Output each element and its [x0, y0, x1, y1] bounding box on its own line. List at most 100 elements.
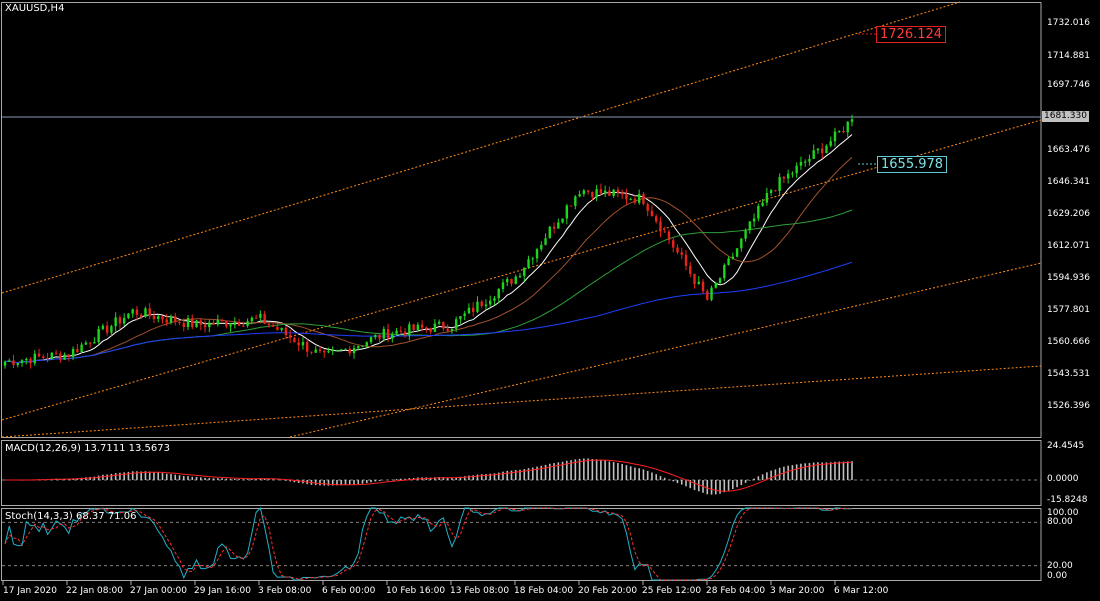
candle-body [16, 363, 19, 366]
candle-body [105, 325, 109, 333]
candle-body [765, 193, 769, 203]
candle-body [327, 351, 330, 353]
candle-body [850, 119, 854, 122]
macd-tick: 24.4545 [1047, 441, 1085, 451]
macd-pane [5, 458, 853, 495]
candle-body [152, 315, 156, 319]
candle-body [195, 320, 198, 327]
candle-body [301, 342, 305, 346]
candle-body [706, 291, 709, 300]
candle-body [625, 194, 628, 200]
stoch-tick: 80.00 [1047, 517, 1073, 527]
ma-21-line [4, 156, 853, 364]
candle-body [305, 342, 309, 352]
lower-target-label: 1655.978 [877, 156, 948, 173]
candle-body [620, 192, 624, 195]
candle-body [203, 324, 207, 328]
candle-body [527, 259, 530, 268]
candle-body [425, 327, 428, 329]
candle-body [689, 265, 692, 274]
candle-body [161, 316, 164, 320]
stoch-tick: 0.00 [1047, 571, 1068, 581]
candle-body [642, 194, 645, 205]
stoch-pane [4, 506, 853, 581]
candle-body [335, 349, 339, 351]
price-tick: 1577.801 [1047, 305, 1090, 315]
candle-body [489, 300, 492, 305]
candle-body [8, 360, 11, 362]
candle-body [723, 264, 726, 279]
candle-body [655, 216, 658, 222]
candle-body [352, 348, 356, 354]
candle-body [225, 320, 228, 327]
candle-body [578, 194, 581, 197]
candle-body [531, 258, 534, 260]
channel-line [1, 119, 1042, 421]
candle-body [412, 324, 415, 331]
price-tick: 1526.396 [1047, 401, 1090, 411]
candle-body [825, 145, 828, 153]
stoch-tick: 100.00 [1047, 508, 1079, 518]
candle-body [437, 321, 441, 324]
candle-body [633, 198, 637, 203]
candle-body [361, 345, 364, 347]
candle-body [493, 298, 496, 301]
candle-body [118, 317, 122, 324]
candle-body [701, 281, 705, 292]
channel-line [1, 1, 961, 294]
candle-body [731, 256, 735, 259]
candle-body [778, 177, 781, 191]
candle-body [672, 240, 675, 248]
stoch-main-line [4, 506, 852, 581]
candle-body [463, 313, 466, 317]
candle-body [59, 353, 62, 360]
candle-body [740, 238, 743, 249]
candle-body [561, 218, 564, 223]
candle-body [774, 190, 777, 192]
candle-body [616, 189, 620, 193]
candle-body [454, 319, 458, 329]
upper-target-label: 1726.124 [876, 26, 947, 43]
candle-body [178, 322, 181, 324]
candle-body [506, 278, 509, 283]
candle-body [408, 324, 411, 336]
candle-body [212, 322, 215, 325]
pane-frame [1, 508, 1042, 581]
candle-body [284, 328, 288, 336]
candle-body [803, 161, 807, 163]
candle-body [450, 328, 454, 331]
candle-body [293, 337, 296, 343]
candle-body [629, 198, 632, 200]
candle-body [416, 324, 420, 331]
candle-body [76, 349, 79, 353]
candle-body [608, 190, 611, 196]
candle-body [101, 325, 105, 329]
candle-body [84, 342, 88, 345]
time-tick: 6 Feb 00:00 [322, 586, 376, 596]
candle-body [603, 190, 607, 194]
candle-body [752, 218, 756, 222]
candle-body [442, 321, 445, 329]
candle-body [795, 165, 798, 174]
candle-body [514, 276, 517, 284]
candle-body [157, 316, 160, 319]
candle-body [37, 353, 41, 357]
candle-body [267, 323, 271, 325]
pane-grid [2, 479, 1041, 567]
candle-body [757, 205, 760, 219]
time-tick: 17 Jan 2020 [3, 586, 57, 596]
candle-body [259, 313, 262, 318]
candle-body [391, 333, 394, 339]
candle-body [110, 326, 113, 333]
candle-body [637, 194, 641, 203]
candle-body [46, 357, 49, 359]
candle-body [191, 318, 194, 327]
candle-body [591, 191, 594, 198]
candle-body [838, 130, 841, 132]
candle-body [318, 349, 322, 351]
candle-body [63, 354, 66, 360]
candle-body [663, 231, 666, 233]
candle-body [122, 317, 126, 324]
candle-body [280, 328, 283, 331]
